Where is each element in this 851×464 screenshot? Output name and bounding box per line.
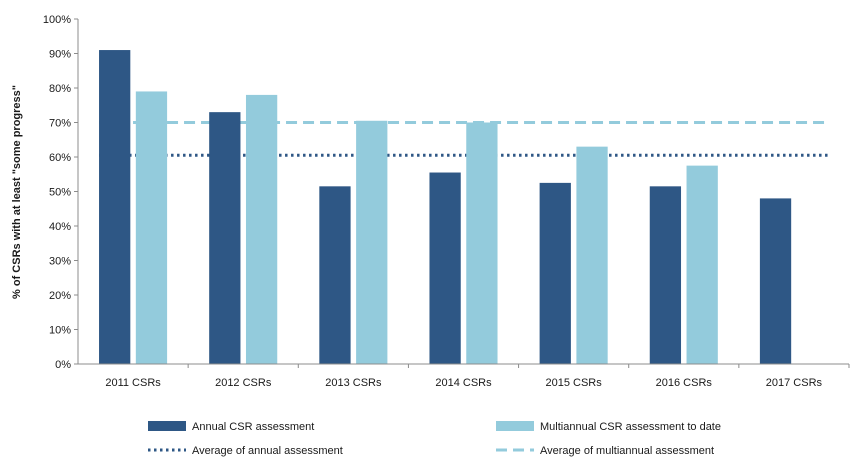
legend-item-annual: Annual CSR assessment bbox=[148, 421, 314, 433]
x-tick-label: 2012 CSRs bbox=[215, 377, 272, 389]
y-tick-label: 60% bbox=[49, 152, 71, 164]
bar-annual bbox=[319, 186, 351, 364]
y-tick-label: 40% bbox=[49, 221, 71, 233]
bar-annual bbox=[649, 186, 682, 364]
legend-item-annual-average: Average of annual assessment bbox=[148, 445, 343, 457]
bar-multiannual bbox=[576, 146, 608, 364]
y-tick-label: 50% bbox=[49, 187, 71, 199]
legend-item-multiannual: Multiannual CSR assessment to date bbox=[496, 421, 721, 433]
bar-annual bbox=[539, 182, 571, 364]
y-tick-label: 70% bbox=[49, 118, 71, 130]
x-tick-label: 2015 CSRs bbox=[546, 377, 603, 389]
bar-annual bbox=[429, 172, 461, 364]
y-tick-label: 80% bbox=[49, 83, 71, 95]
legend: Annual CSR assessment Multiannual CSR ass… bbox=[148, 421, 721, 457]
legend-swatch bbox=[148, 421, 186, 431]
bar-multiannual bbox=[245, 94, 278, 365]
legend-item-multiannual-average: Average of multiannual assessment bbox=[496, 445, 714, 457]
legend-label: Average of multiannual assessment bbox=[540, 445, 714, 457]
legend-label: Average of annual assessment bbox=[192, 445, 343, 457]
y-tick-label: 0% bbox=[55, 359, 71, 371]
bar-multiannual bbox=[466, 122, 498, 364]
y-tick-label: 100% bbox=[43, 14, 71, 26]
legend-label: Multiannual CSR assessment to date bbox=[540, 421, 721, 433]
bar-multiannual bbox=[686, 165, 718, 364]
y-tick-label: 30% bbox=[49, 256, 71, 268]
x-tick-label: 2013 CSRs bbox=[325, 377, 382, 389]
x-tick-label: 2016 CSRs bbox=[656, 377, 713, 389]
x-tick-label: 2017 CSRs bbox=[766, 377, 823, 389]
bar-multiannual bbox=[356, 120, 388, 365]
legend-label: Annual CSR assessment bbox=[192, 421, 314, 433]
x-tick-label: 2011 CSRs bbox=[105, 377, 161, 389]
y-axis-title: % of CSRs with at least "some progress" bbox=[11, 85, 23, 299]
y-tick-label: 20% bbox=[49, 290, 71, 302]
y-tick-label: 90% bbox=[49, 49, 71, 61]
reference-lines bbox=[99, 121, 828, 157]
bar-annual bbox=[209, 112, 241, 365]
axes: 0% 10% 20% 30% 40% 50% 60% 70% 80% 90% 100% 2011 CS… bbox=[43, 14, 850, 389]
bar-annual bbox=[99, 50, 131, 365]
bars bbox=[99, 50, 792, 365]
y-tick-label: 10% bbox=[49, 325, 71, 337]
x-tick-label: 2014 CSRs bbox=[435, 377, 492, 389]
bar-annual bbox=[759, 198, 792, 364]
bar-multiannual bbox=[135, 91, 168, 364]
legend-swatch bbox=[496, 421, 534, 431]
